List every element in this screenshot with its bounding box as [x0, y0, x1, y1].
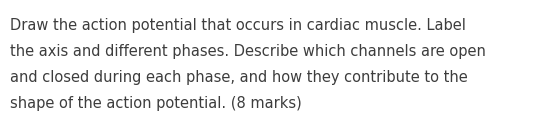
Text: and closed during each phase, and how they contribute to the: and closed during each phase, and how th… [10, 70, 468, 85]
Text: the axis and different phases. Describe which channels are open: the axis and different phases. Describe … [10, 44, 486, 59]
Text: shape of the action potential. (8 marks): shape of the action potential. (8 marks) [10, 96, 302, 111]
Text: Draw the action potential that occurs in cardiac muscle. Label: Draw the action potential that occurs in… [10, 18, 466, 33]
